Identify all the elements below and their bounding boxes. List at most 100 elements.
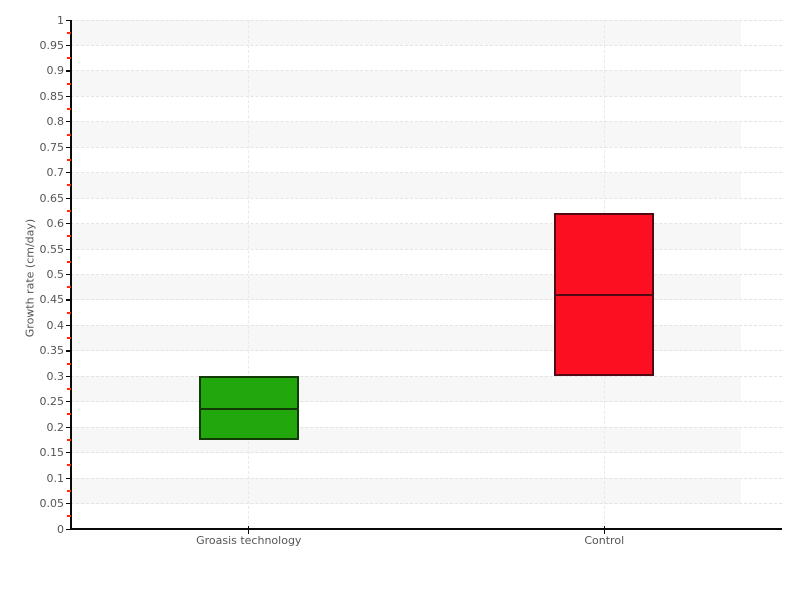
box-control bbox=[554, 213, 655, 377]
row-band bbox=[71, 121, 741, 148]
y-tick-label: 0.25 bbox=[39, 395, 65, 409]
y-minor-tick bbox=[67, 260, 71, 263]
x-category-label: Control bbox=[584, 534, 625, 547]
y-major-tick bbox=[66, 223, 71, 225]
y-minor-tick bbox=[67, 286, 71, 289]
y-tick-label: 0.9 bbox=[46, 64, 65, 78]
y-minor-tick bbox=[67, 184, 71, 187]
y-tick-label: 0.2 bbox=[46, 420, 65, 434]
y-gridline bbox=[71, 146, 782, 148]
y-major-tick bbox=[66, 375, 71, 377]
y-major-tick bbox=[66, 324, 71, 327]
y-major-tick bbox=[66, 70, 71, 72]
y-tick-label: 0.8 bbox=[46, 115, 65, 129]
y-major-tick bbox=[66, 95, 71, 98]
y-minor-tick bbox=[67, 464, 71, 467]
y-minor-tick bbox=[67, 515, 71, 518]
y-tick-label: 0.6 bbox=[46, 217, 65, 231]
x-axis-line bbox=[70, 528, 782, 530]
median-line bbox=[199, 408, 298, 411]
y-tick-label: 0.15 bbox=[39, 446, 65, 460]
y-minor-tick bbox=[67, 311, 71, 314]
y-gridline bbox=[71, 172, 782, 174]
y-gridline bbox=[71, 477, 782, 479]
y-minor-tick bbox=[67, 133, 71, 136]
y-tick-label: 0.35 bbox=[39, 344, 65, 358]
category-gridline bbox=[248, 20, 250, 529]
y-major-tick bbox=[66, 19, 71, 21]
y-major-tick bbox=[66, 121, 71, 123]
row-band bbox=[71, 427, 741, 453]
row-band bbox=[71, 478, 741, 504]
y-major-tick bbox=[66, 503, 71, 505]
x-tick bbox=[248, 526, 250, 534]
row-band bbox=[71, 20, 741, 46]
y-tick-label: 0.3 bbox=[46, 369, 65, 383]
y-major-tick bbox=[66, 299, 71, 301]
y-tick-label: 0.65 bbox=[39, 191, 65, 205]
y-major-tick bbox=[66, 146, 71, 148]
y-gridline bbox=[71, 299, 782, 301]
median-line bbox=[555, 293, 654, 296]
box-groasis bbox=[198, 376, 299, 440]
y-tick-label: 1 bbox=[57, 13, 64, 27]
y-gridline bbox=[71, 274, 782, 275]
row-band bbox=[71, 376, 741, 402]
y-gridline bbox=[71, 401, 782, 403]
y-minor-tick bbox=[67, 57, 71, 60]
y-gridline bbox=[71, 223, 782, 225]
y-minor-tick bbox=[67, 235, 71, 238]
y-major-tick bbox=[66, 172, 71, 174]
y-gridline bbox=[71, 503, 782, 505]
y-minor-tick bbox=[67, 413, 71, 416]
y-tick-label: 0.55 bbox=[39, 242, 65, 256]
y-minor-tick bbox=[67, 337, 71, 340]
y-gridline bbox=[71, 70, 782, 72]
y-major-tick bbox=[66, 452, 71, 454]
y-tick-label: 0.5 bbox=[46, 268, 65, 281]
y-minor-tick bbox=[67, 209, 71, 212]
y-tick-label: 0.45 bbox=[39, 293, 65, 307]
x-tick bbox=[603, 526, 605, 534]
y-major-tick bbox=[66, 248, 71, 250]
y-minor-tick bbox=[67, 362, 71, 365]
y-gridline bbox=[71, 121, 782, 123]
y-minor-tick bbox=[67, 438, 71, 441]
y-minor-tick bbox=[67, 158, 71, 161]
row-band bbox=[71, 70, 741, 97]
y-gridline bbox=[71, 197, 782, 199]
row-band bbox=[71, 172, 741, 199]
y-major-tick bbox=[66, 274, 71, 276]
y-tick-label: 0.7 bbox=[46, 166, 65, 180]
y-gridline bbox=[71, 426, 782, 428]
y-minor-tick bbox=[67, 489, 71, 492]
y-gridline bbox=[71, 452, 782, 454]
y-gridline bbox=[71, 375, 782, 377]
y-major-tick bbox=[66, 426, 71, 428]
y-tick-label: 0.05 bbox=[39, 497, 65, 511]
y-gridline bbox=[71, 324, 782, 326]
y-major-tick bbox=[66, 44, 71, 47]
y-tick-label: 0.4 bbox=[46, 318, 65, 332]
y-major-tick bbox=[66, 401, 71, 403]
y-gridline bbox=[71, 248, 782, 250]
y-major-tick bbox=[66, 350, 71, 352]
x-category-label: Groasis technology bbox=[196, 534, 302, 547]
y-gridline bbox=[71, 95, 782, 97]
y-minor-tick bbox=[67, 31, 71, 34]
y-gridline bbox=[71, 44, 782, 46]
y-minor-tick bbox=[67, 82, 71, 85]
y-major-tick bbox=[66, 197, 71, 199]
y-tick-label: 0.1 bbox=[46, 471, 65, 485]
y-major-tick bbox=[66, 477, 71, 479]
y-major-tick bbox=[66, 528, 71, 530]
y-tick-label: 0.85 bbox=[39, 89, 65, 103]
y-tick-label: 0.95 bbox=[39, 38, 65, 52]
y-gridline bbox=[71, 350, 782, 352]
y-tick-label: 0 bbox=[57, 522, 64, 536]
y-minor-tick bbox=[67, 108, 71, 111]
y-minor-tick bbox=[67, 388, 71, 391]
y-tick-label: 0.75 bbox=[39, 140, 65, 154]
y-gridline bbox=[71, 19, 782, 21]
